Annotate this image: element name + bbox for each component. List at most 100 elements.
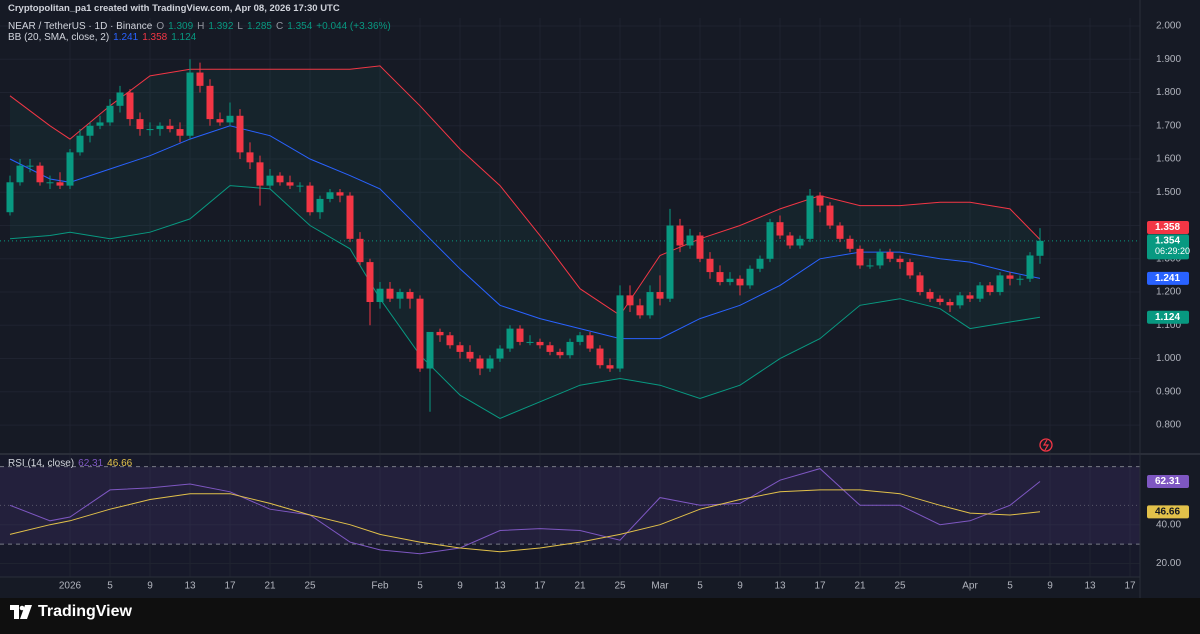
candle-body — [586, 335, 594, 349]
candle-body — [776, 222, 784, 236]
rsi-line — [9, 468, 1041, 555]
x-tick-label: Mar — [651, 581, 669, 592]
ohlc-value: 1.354 — [287, 21, 313, 32]
candle-body — [1026, 255, 1034, 279]
candle-body — [716, 272, 724, 283]
price-marker — [1147, 310, 1189, 324]
candle-body — [766, 222, 774, 259]
ohlc-label: O — [156, 21, 165, 32]
x-tick-label: 25 — [614, 581, 626, 592]
x-tick-label: 5 — [107, 581, 113, 592]
x-tick-label: 5 — [697, 581, 703, 592]
bb-value: 1.241 — [113, 32, 139, 43]
candle-body — [336, 192, 344, 196]
price-marker-label: 1.358 — [1155, 222, 1180, 233]
candle-body — [666, 225, 674, 299]
candle-body — [286, 182, 294, 186]
candle-body — [16, 165, 24, 183]
candle-body — [846, 238, 854, 249]
candle-body — [346, 195, 354, 239]
x-tick-label: 9 — [147, 581, 153, 592]
candle-body — [386, 288, 394, 299]
rsi-line — [9, 489, 1041, 553]
x-tick-label: 25 — [304, 581, 316, 592]
candle-body — [476, 358, 484, 369]
candle-body — [146, 129, 154, 131]
y-tick-label: 40.00 — [1156, 519, 1181, 530]
candle-body — [456, 345, 464, 352]
change: +0.044 (+3.36%) — [316, 21, 391, 32]
x-tick-label: 17 — [1124, 581, 1136, 592]
candle-body — [696, 235, 704, 259]
candle-body — [706, 258, 714, 273]
candle-body — [886, 252, 894, 259]
candle-body — [406, 292, 414, 299]
candle-body — [626, 295, 634, 306]
candle-body — [876, 252, 884, 266]
candle-body — [376, 288, 384, 303]
candle-body — [316, 198, 324, 213]
candle-body — [266, 175, 274, 186]
bb-line — [9, 65, 1041, 316]
candle-body — [826, 205, 834, 226]
candle-body — [496, 348, 504, 359]
candle-body — [276, 175, 284, 183]
candle-body — [816, 195, 824, 206]
x-tick-label: Apr — [962, 581, 978, 592]
candle-body — [156, 125, 164, 130]
candle-body — [1036, 240, 1044, 256]
bb-legend: BB (20, SMA, close, 2) 1.241 1.358 1.124 — [8, 32, 196, 43]
candle-body — [1006, 275, 1014, 279]
ohlc-label: L — [237, 21, 243, 32]
rsi-value: 46.66 — [107, 458, 133, 469]
candle-body — [436, 331, 444, 336]
candle-body — [76, 135, 84, 153]
candle-body — [6, 182, 14, 213]
y-tick-label: 1.800 — [1156, 87, 1181, 98]
candle-body — [506, 328, 514, 349]
candle-body — [906, 262, 914, 276]
x-tick-label: 17 — [534, 581, 546, 592]
x-tick-label: 5 — [1007, 581, 1013, 592]
rsi-marker — [1147, 505, 1189, 519]
candle-body — [676, 225, 684, 246]
candle-body — [606, 365, 614, 369]
candle-body — [976, 285, 984, 299]
y-tick-label: 20.00 — [1156, 558, 1181, 569]
y-tick-label: 0.800 — [1156, 420, 1181, 431]
candle-body — [946, 302, 954, 306]
candle-body — [176, 129, 184, 136]
candle-body — [326, 192, 334, 199]
y-tick-label: 1.500 — [1156, 187, 1181, 198]
candle-body — [446, 335, 454, 346]
candle-body — [646, 292, 654, 316]
candle-body — [576, 335, 584, 342]
candle-body — [866, 265, 874, 267]
candle-body — [726, 278, 734, 283]
x-tick-label: 13 — [1084, 581, 1096, 592]
bb-value: 1.124 — [171, 32, 197, 43]
logo-text: TradingView — [38, 603, 132, 620]
candle-body — [656, 292, 664, 299]
ohlc-label: H — [197, 21, 205, 32]
candle-body — [566, 341, 574, 356]
y-tick-label: 1.900 — [1156, 54, 1181, 65]
ohlc-value: 1.285 — [246, 21, 272, 32]
price-marker-label: 1.241 — [1155, 273, 1180, 284]
candle-body — [126, 92, 134, 120]
x-tick-label: 21 — [854, 581, 866, 592]
logo-icon — [10, 605, 32, 619]
candle-body — [856, 248, 864, 266]
candle-body — [256, 162, 264, 186]
candle-body — [546, 345, 554, 352]
y-tick-label: 1.700 — [1156, 120, 1181, 131]
candle-body — [536, 341, 544, 346]
x-tick-label: 21 — [574, 581, 586, 592]
bb-line — [9, 185, 1041, 419]
x-tick-label: 21 — [264, 581, 276, 592]
candle-body — [526, 341, 534, 343]
ohlc-label: C — [276, 21, 284, 32]
candle-body — [956, 295, 964, 306]
candle-body — [556, 351, 564, 356]
